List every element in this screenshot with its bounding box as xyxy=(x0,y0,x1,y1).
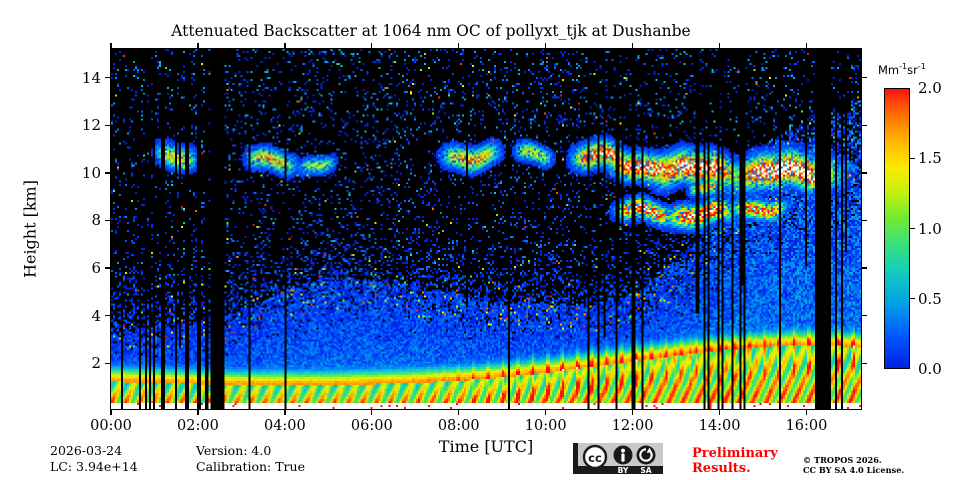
x-tick-label: 00:00 xyxy=(90,418,132,434)
x-tick-label: 12:00 xyxy=(611,418,654,434)
backscatter-heatmap xyxy=(111,49,861,409)
footer-calibration: Calibration: True xyxy=(196,459,305,474)
y-tick-right xyxy=(861,267,867,269)
x-tick-top xyxy=(458,43,460,49)
badge-by-label: BY xyxy=(618,466,629,474)
y-tick xyxy=(105,315,111,317)
colorbar-unit-sr: sr xyxy=(907,62,918,77)
y-tick-right xyxy=(861,172,867,174)
x-tick xyxy=(718,409,721,415)
x-tick xyxy=(197,409,199,415)
x-tick-top xyxy=(544,43,547,49)
y-tick-label: 2 xyxy=(91,354,101,373)
svg-text:cc: cc xyxy=(588,451,602,465)
colorbar-tick-label: 1.5 xyxy=(918,149,942,168)
x-axis-title: Time [UTC] xyxy=(438,437,534,456)
preliminary-line-1: Preliminary xyxy=(692,446,778,461)
x-tick-label: 02:00 xyxy=(177,418,219,434)
colorbar-unit-mm: Mm xyxy=(878,62,900,77)
x-tick-top xyxy=(371,43,373,49)
x-tick-top xyxy=(631,43,634,49)
x-tick xyxy=(631,409,634,415)
y-tick xyxy=(105,124,111,126)
x-tick-top xyxy=(284,43,286,49)
y-tick xyxy=(105,219,111,222)
colorbar-tick-label: 0.5 xyxy=(918,289,942,308)
y-tick-label: 4 xyxy=(91,306,101,325)
copyright-line-1: © TROPOS 2026. xyxy=(803,455,882,465)
x-tick-top xyxy=(805,43,808,49)
y-axis-title: Height [km] xyxy=(20,180,40,278)
y-tick xyxy=(105,172,111,174)
preliminary-line-2: Results. xyxy=(692,460,751,476)
x-tick-label: 16:00 xyxy=(785,418,828,434)
x-tick-label: 06:00 xyxy=(350,418,393,434)
y-tick-right xyxy=(861,124,867,126)
y-tick-right xyxy=(861,76,867,79)
colorbar-tick xyxy=(910,298,915,300)
colorbar-gradient xyxy=(884,88,910,369)
colorbar-unit-label: Mm-1sr-1 xyxy=(878,62,926,77)
y-tick-right xyxy=(861,315,867,317)
copyright-line-2: CC BY SA 4.0 License. xyxy=(803,465,905,475)
colorbar-unit-sr-exp: -1 xyxy=(917,62,926,71)
colorbar-tick-label: 2.0 xyxy=(918,79,942,97)
footer-lidar-constant: LC: 3.94e+14 xyxy=(50,459,138,474)
y-tick-label: 14 xyxy=(81,68,101,87)
x-tick-top xyxy=(110,43,112,49)
x-tick-label: 08:00 xyxy=(437,418,480,434)
badge-sa-label: SA xyxy=(640,466,651,474)
y-tick-label: 12 xyxy=(81,116,101,135)
footer-date: 2026-03-24 xyxy=(50,443,123,458)
y-tick xyxy=(105,76,111,79)
page-title: Attenuated Backscatter at 1064 nm OC of … xyxy=(171,22,691,40)
creative-commons-badge-icon: cc BY SA xyxy=(573,443,663,474)
x-tick xyxy=(110,409,112,415)
copyright-notice: © TROPOS 2026. CC BY SA 4.0 License. xyxy=(803,455,904,475)
colorbar-tick-label: 1.0 xyxy=(918,219,942,238)
x-tick xyxy=(458,409,460,415)
x-tick-label: 14:00 xyxy=(698,418,741,434)
colorbar-tick xyxy=(910,157,915,159)
x-tick-top xyxy=(197,43,199,49)
y-tick-label: 6 xyxy=(91,259,101,278)
y-tick-right xyxy=(861,362,867,365)
y-tick-label: 10 xyxy=(81,163,101,182)
x-tick-label: 10:00 xyxy=(524,418,567,434)
y-tick-label: 8 xyxy=(91,211,101,230)
footer-version: Version: 4.0 xyxy=(196,443,272,458)
colorbar-tick-label: 0.0 xyxy=(918,360,942,378)
x-tick xyxy=(805,409,808,415)
colorbar-tick xyxy=(910,227,915,230)
x-tick xyxy=(544,409,547,415)
heatmap-axes: 2 4 6 8 10 12 14 00:00 02:00 04:00 06:00 08:00 10:00… xyxy=(82,43,867,434)
x-tick xyxy=(371,409,373,415)
x-tick-top xyxy=(718,43,721,49)
y-tick-right xyxy=(861,219,867,222)
x-tick-label: 04:00 xyxy=(263,418,306,434)
y-tick xyxy=(105,362,111,365)
preliminary-results-notice: Preliminary Results. xyxy=(692,446,778,476)
colorbar-unit-mm-exp: -1 xyxy=(899,62,908,71)
colorbar: 0.0 0.5 1.0 1.5 2.0 xyxy=(884,79,942,378)
y-tick xyxy=(105,267,111,269)
x-tick xyxy=(284,409,286,415)
